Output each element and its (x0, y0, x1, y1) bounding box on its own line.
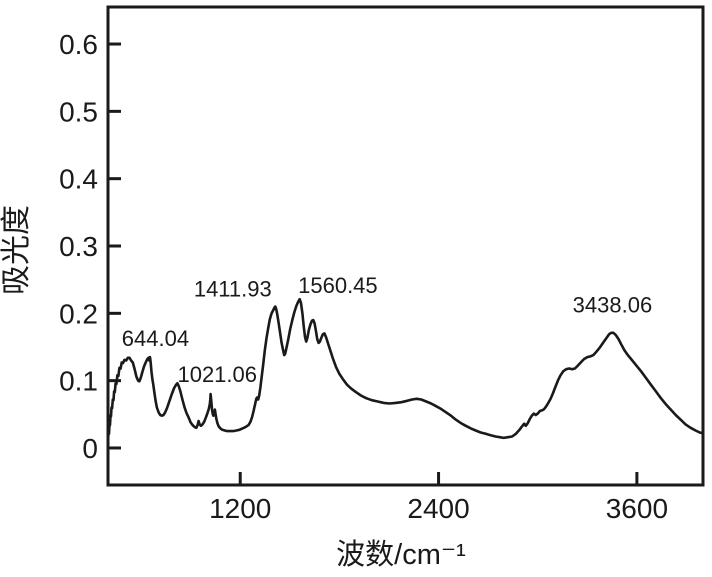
peak-annotation: 1411.93 (194, 276, 272, 301)
x-tick-label: 1200 (209, 493, 271, 524)
peak-annotation: 644.04 (122, 326, 189, 351)
spectrum-curve-group (106, 297, 705, 442)
axis-tick-labels: 1200 2400 3600 0 0.1 0.2 0.3 0.4 0.5 0.6 (59, 29, 668, 524)
x-tick-label: 2400 (407, 493, 469, 524)
peak-annotation: 1021.06 (177, 362, 257, 387)
peak-annotation: 1560.45 (298, 273, 378, 298)
x-axis-title: 波数/cm⁻¹ (336, 538, 466, 571)
y-tick-label: 0.2 (59, 298, 98, 329)
axis-ticks (108, 42, 639, 485)
y-tick-label: 0.6 (59, 29, 98, 60)
y-tick-label: 0.4 (59, 164, 98, 195)
peak-annotation: 3438.06 (573, 293, 653, 318)
spectrum-curve (106, 297, 705, 442)
y-tick-label: 0.3 (59, 231, 98, 262)
plot-border (106, 5, 705, 487)
peak-annotations: 644.04 1021.06 1411.93 1560.45 3438.06 (122, 273, 652, 387)
y-tick-label: 0.5 (59, 96, 98, 127)
x-tick-label: 3600 (606, 493, 668, 524)
y-tick-label: 0.1 (59, 366, 98, 397)
y-axis-title: 吸光度 (0, 205, 33, 295)
y-tick-label: 0 (82, 433, 98, 464)
